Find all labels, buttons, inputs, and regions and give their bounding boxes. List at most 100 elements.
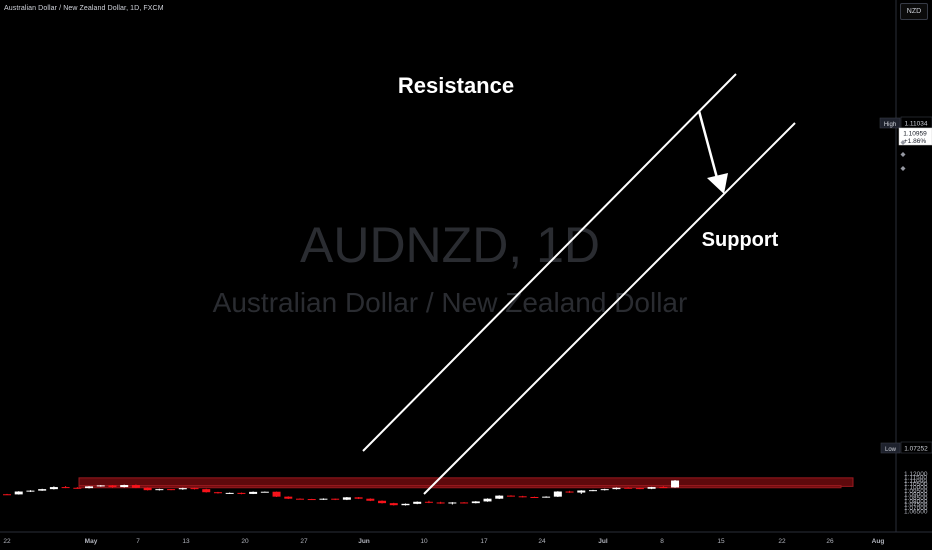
candle[interactable]: [38, 488, 47, 491]
candle-body: [495, 495, 504, 499]
time-tick-label: Jun: [358, 538, 370, 545]
candle[interactable]: [354, 496, 363, 500]
candle[interactable]: [108, 485, 117, 488]
candle[interactable]: [413, 501, 422, 505]
candle-body: [49, 487, 58, 490]
candle[interactable]: [424, 500, 433, 504]
candle[interactable]: [448, 502, 457, 505]
candle-body: [202, 489, 211, 493]
candle[interactable]: [167, 488, 176, 491]
channel-lower-line[interactable]: [423, 122, 796, 495]
candle[interactable]: [225, 492, 234, 494]
candle[interactable]: [542, 496, 551, 498]
candle-body: [225, 492, 234, 494]
time-tick-label: 26: [826, 538, 834, 545]
candle[interactable]: [260, 491, 269, 493]
candle[interactable]: [366, 498, 375, 502]
candle[interactable]: [518, 495, 527, 498]
support-label: Support: [702, 229, 779, 251]
candle[interactable]: [284, 496, 293, 500]
current-tag-value: 1.10959: [903, 131, 927, 138]
candle-body: [389, 503, 398, 506]
candle[interactable]: [155, 488, 164, 491]
candle[interactable]: [331, 498, 340, 501]
candle-body: [167, 489, 176, 491]
price-tick-label: 1.10000: [904, 485, 928, 492]
candle[interactable]: [296, 498, 304, 500]
candle-body: [342, 497, 351, 500]
candle[interactable]: [635, 487, 644, 490]
candle[interactable]: [85, 486, 94, 489]
candle[interactable]: [671, 480, 680, 488]
candle-body: [553, 491, 562, 497]
candle[interactable]: [624, 487, 633, 489]
candle[interactable]: [389, 502, 398, 506]
candle-body: [331, 498, 340, 500]
candle-body: [460, 502, 469, 504]
candle[interactable]: [3, 493, 11, 496]
candle[interactable]: [26, 490, 35, 493]
candle-body: [307, 499, 316, 501]
currency-button[interactable]: NZD: [900, 3, 928, 20]
candle[interactable]: [120, 484, 129, 488]
candle[interactable]: [49, 486, 58, 490]
watermark-ticker: AUDNZD, 1D: [300, 217, 600, 273]
projection-arrow-head: [707, 173, 728, 194]
candle[interactable]: [14, 491, 23, 495]
candle[interactable]: [612, 487, 621, 490]
candle[interactable]: [249, 491, 258, 495]
candle[interactable]: [565, 490, 574, 493]
time-tick-label: Aug: [872, 538, 885, 545]
candle-body: [448, 502, 457, 504]
candle-body: [483, 498, 492, 502]
candle[interactable]: [307, 498, 316, 501]
candle-body: [3, 494, 11, 496]
candle[interactable]: [202, 488, 211, 493]
candle[interactable]: [553, 491, 562, 497]
candle[interactable]: [319, 498, 328, 500]
candle[interactable]: [378, 500, 387, 504]
candle[interactable]: [659, 486, 668, 489]
projection-arrow-line[interactable]: [697, 110, 719, 179]
candle-body: [577, 490, 586, 493]
candle[interactable]: [600, 488, 609, 491]
candle[interactable]: [460, 502, 469, 504]
candle[interactable]: [471, 501, 480, 504]
candle[interactable]: [577, 490, 586, 494]
candle-body: [518, 496, 527, 498]
candle-body: [272, 491, 281, 497]
candle[interactable]: [530, 496, 539, 498]
candle[interactable]: [647, 486, 656, 490]
candle[interactable]: [401, 503, 410, 506]
candle[interactable]: [272, 491, 281, 497]
candle[interactable]: [436, 501, 445, 504]
zones-layer: [78, 477, 854, 489]
zone-support[interactable]: [78, 485, 842, 489]
candle[interactable]: [483, 498, 492, 502]
candle[interactable]: [73, 487, 82, 489]
channel-upper-line[interactable]: [362, 73, 737, 452]
candle-body: [612, 487, 621, 490]
time-axis[interactable]: 22 May 7 13 20 27 Jun 10 17 24 Jul 8 15 22 26 Aug: [3, 538, 884, 545]
price-tick-label: 1.11000: [904, 478, 927, 485]
candle-body: [401, 503, 410, 506]
candle[interactable]: [96, 485, 105, 487]
price-axis[interactable]: 1.065001.070001.075001.080001.085001.090…: [904, 471, 928, 516]
candle[interactable]: [178, 487, 187, 490]
candle-body: [354, 497, 363, 499]
channel-lines: [362, 73, 796, 495]
candle[interactable]: [589, 489, 597, 492]
candle[interactable]: [342, 496, 351, 501]
candle[interactable]: [506, 495, 515, 497]
candle[interactable]: [495, 495, 504, 500]
candle-body: [284, 496, 293, 499]
candle[interactable]: [190, 487, 199, 490]
candle[interactable]: [237, 492, 246, 495]
candle[interactable]: [61, 486, 70, 489]
candle[interactable]: [213, 491, 222, 494]
candle[interactable]: [143, 487, 152, 491]
time-tick-label: 24: [538, 538, 546, 545]
candle[interactable]: [131, 484, 140, 489]
